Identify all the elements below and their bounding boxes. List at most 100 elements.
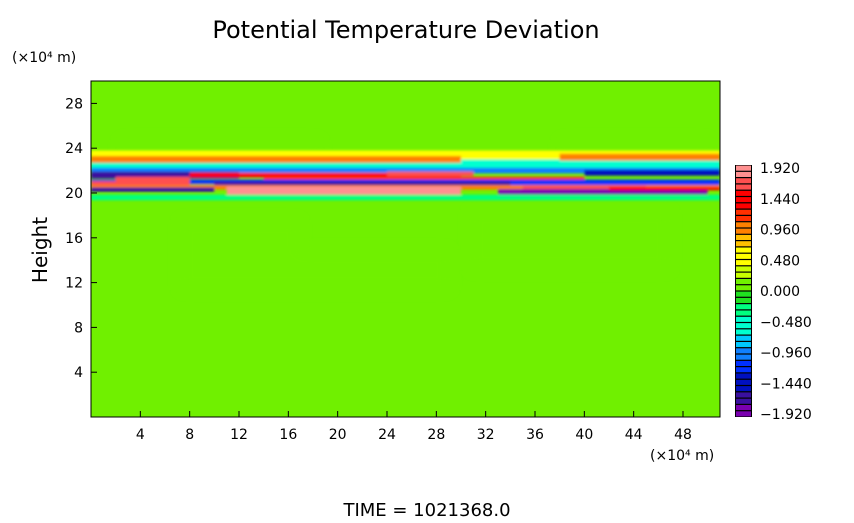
colorbar-tick-label: −0.960: [760, 346, 812, 362]
colorbar-swatch: [736, 253, 751, 259]
heatmap-band: [91, 150, 720, 201]
colorbar-swatch: [736, 342, 751, 348]
x-unit-label: (×10⁴ m): [650, 448, 714, 464]
heatmap-cell: [470, 210, 670, 270]
colorbar-swatch: [736, 216, 751, 222]
colorbar-swatch: [736, 386, 751, 392]
colorbar-tick-label: 0.480: [760, 253, 800, 269]
colorbar-tick-label: 1.920: [760, 161, 800, 177]
colorbar-swatch: [736, 392, 751, 398]
heatmap-cell: [300, 250, 450, 290]
heatmap-cell: [522, 185, 646, 190]
heatmap-cell: [214, 181, 523, 187]
heatmap-cell: [91, 181, 190, 187]
colorbar-swatch: [736, 178, 751, 184]
colorbar-swatch: [736, 241, 751, 247]
heatmap-cell: [91, 156, 461, 163]
x-tick-label: 12: [230, 427, 248, 443]
heatmap-cell: [91, 159, 720, 169]
colorbar-swatch: [736, 165, 751, 171]
heatmap-cell: [91, 167, 720, 174]
colorbar-swatch: [736, 260, 751, 266]
x-tick-label: 24: [378, 427, 396, 443]
colorbar-swatch: [736, 405, 751, 411]
colorbar-tick-label: 0.000: [760, 284, 800, 300]
colorbar-swatch: [736, 373, 751, 379]
colorbar-swatch: [736, 310, 751, 316]
colorbar-swatch: [736, 316, 751, 322]
colorbar-swatch: [736, 291, 751, 297]
colorbar-swatch: [736, 222, 751, 228]
y-tick-label: 20: [65, 186, 83, 202]
colorbar-swatch: [736, 379, 751, 385]
y-unit-label: (×10⁴ m): [12, 50, 76, 66]
x-tick-label: 48: [674, 427, 692, 443]
colorbar-tick-label: −0.480: [760, 315, 812, 331]
heatmap-cell: [91, 179, 720, 185]
heatmap-cell: [584, 170, 720, 176]
colorbar: 1.920 1.440 0.960 0.480 0.000 −0.480 −0.960 −1.…: [735, 161, 812, 423]
heatmap-cell: [609, 186, 720, 191]
heatmap-cell: [115, 176, 190, 183]
colorbar-swatch: [736, 184, 751, 190]
colorbar-swatch: [736, 348, 751, 354]
heatmap-cell: [180, 220, 300, 290]
chart-title: Potential Temperature Deviation: [212, 16, 599, 44]
heatmap-cell: [387, 171, 474, 177]
colorbar-swatch: [736, 171, 751, 177]
time-footer: TIME = 1021368.0: [342, 500, 510, 519]
colorbar-tick-label: 0.960: [760, 223, 800, 239]
heatmap-cell: [91, 171, 239, 179]
heatmap-cell: [226, 186, 461, 196]
heatmap-cell: [559, 153, 720, 161]
colorbar-swatch: [736, 266, 751, 272]
colorbar-swatch: [736, 335, 751, 341]
colorbar-swatch: [736, 247, 751, 253]
heatmap-cell: [91, 187, 215, 192]
heatmap-cell: [498, 189, 708, 195]
y-tick-label: 8: [74, 320, 83, 336]
colorbar-swatch: [736, 228, 751, 234]
y-tick-label: 12: [65, 276, 83, 292]
y-axis-label: Height: [28, 217, 52, 283]
colorbar-swatch: [736, 190, 751, 196]
x-tick-label: 20: [329, 427, 347, 443]
colorbar-swatch: [736, 398, 751, 404]
colorbar-swatch: [736, 367, 751, 373]
colorbar-swatch: [736, 203, 751, 209]
heatmap-plot: [91, 81, 720, 417]
y-tick-label: 16: [65, 231, 83, 247]
x-tick-label: 40: [575, 427, 593, 443]
y-tick-label: 24: [65, 141, 83, 157]
x-tick-label: 4: [136, 427, 145, 443]
y-tick-label: 4: [74, 365, 83, 381]
colorbar-swatch: [736, 354, 751, 360]
colorbar-swatch: [736, 209, 751, 215]
colorbar-swatch: [736, 234, 751, 240]
colorbar-swatch: [736, 297, 751, 303]
colorbar-swatch: [736, 360, 751, 366]
x-tick-label: 28: [427, 427, 445, 443]
x-tick-label: 8: [185, 427, 194, 443]
plot-frame: [90, 80, 721, 418]
heatmap-cell: [91, 194, 720, 201]
colorbar-swatch: [736, 323, 751, 329]
x-tick-label: 32: [477, 427, 495, 443]
x-tick-label: 16: [279, 427, 297, 443]
colorbar-swatch: [736, 279, 751, 285]
colorbar-swatch: [736, 285, 751, 291]
colorbar-swatch: [736, 304, 751, 310]
x-tick-label: 44: [625, 427, 643, 443]
colorbar-swatch: [736, 329, 751, 335]
colorbar-tick-label: −1.920: [760, 407, 812, 423]
heatmap-cell: [510, 180, 720, 186]
x-tick-label: 36: [526, 427, 544, 443]
colorbar-swatch: [736, 272, 751, 278]
colorbar-swatch: [736, 197, 751, 203]
colorbar-tick-label: 1.440: [760, 192, 800, 208]
colorbar-swatch: [736, 411, 751, 417]
colorbar-tick-label: −1.440: [760, 376, 812, 392]
y-axis: 4 8 12 16 20 24 28: [65, 96, 97, 381]
colorbar-frame: [735, 165, 752, 417]
